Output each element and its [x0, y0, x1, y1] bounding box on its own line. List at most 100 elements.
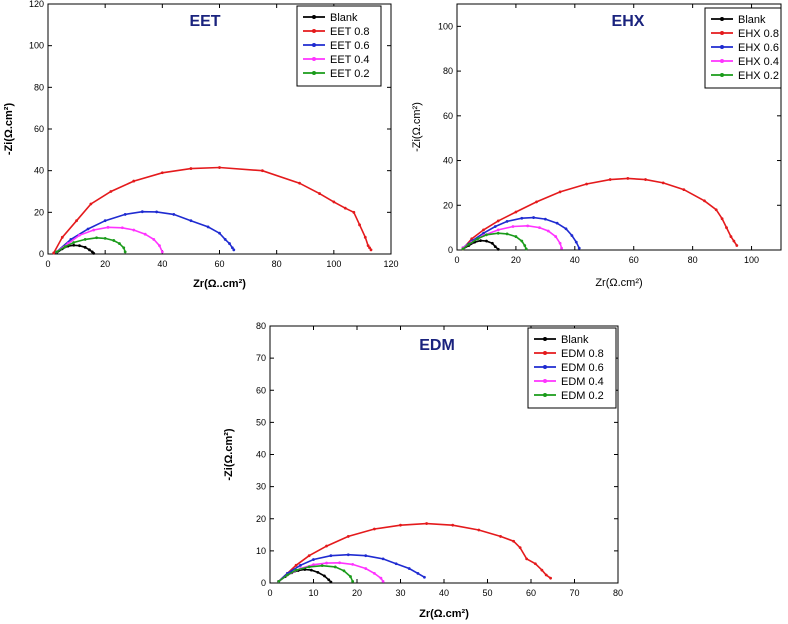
series-point — [327, 578, 331, 582]
series-point — [95, 236, 98, 240]
y-axis-label: -Zi(Ω.cm²) — [3, 103, 15, 156]
series-point — [714, 208, 718, 212]
series-point — [325, 544, 328, 548]
series-point — [206, 225, 210, 229]
series-point — [558, 190, 562, 194]
series-point — [555, 221, 559, 225]
series-line-2 — [278, 553, 425, 582]
legend-label: EET 0.8 — [330, 26, 370, 38]
series-point — [499, 535, 502, 538]
series-point — [312, 563, 315, 567]
series-point — [92, 251, 96, 255]
series-point — [338, 561, 341, 565]
x-tick-label: 80 — [688, 255, 698, 265]
series-point — [546, 229, 550, 233]
series-point — [318, 192, 321, 195]
series-point — [358, 223, 361, 227]
series-point — [140, 210, 144, 214]
x-tick-label: 0 — [454, 255, 459, 265]
y-tick-label: 80 — [34, 82, 44, 92]
series-point — [490, 241, 494, 245]
legend-label: EHX 0.6 — [738, 42, 779, 54]
series-point — [286, 573, 289, 577]
series-point — [520, 239, 524, 243]
series-point — [123, 250, 127, 254]
y-tick-label: 0 — [39, 249, 44, 259]
legend-marker — [312, 29, 316, 33]
series-point — [512, 539, 515, 543]
series-point — [322, 574, 326, 578]
series-point — [423, 575, 426, 579]
series-point — [514, 235, 518, 238]
series-point — [574, 240, 578, 244]
legend-marker — [720, 17, 724, 21]
edm-panel: 0 10 20 30 40 50 60 70 80 0 10 20 30 40 50 60 70 80 EDM Zr(… — [223, 321, 623, 620]
series-point — [549, 576, 552, 580]
series-point — [143, 232, 147, 236]
series-point — [366, 244, 370, 248]
y-tick-label: 40 — [256, 450, 266, 460]
series-point — [732, 239, 736, 243]
series-point — [399, 523, 402, 527]
series-point — [342, 569, 346, 573]
series-point — [277, 579, 281, 583]
legend-marker — [543, 351, 547, 355]
legend-label: EDM 0.2 — [561, 390, 604, 402]
series-point — [558, 241, 562, 245]
series-point — [496, 228, 500, 232]
series-point — [735, 244, 739, 247]
y-tick-label: 30 — [256, 482, 266, 492]
series-point — [332, 200, 336, 204]
series-point — [298, 181, 301, 185]
plot-frame — [456, 3, 782, 251]
series-point — [496, 247, 500, 251]
series-point — [152, 238, 156, 241]
series-point — [78, 244, 81, 248]
series-point — [132, 179, 136, 183]
panel-title: EET — [189, 13, 220, 30]
legend-marker — [720, 45, 724, 49]
series-point — [482, 228, 485, 232]
legend-marker — [312, 15, 316, 19]
ehx-panel: 0 20 40 60 80 100 0 20 40 60 80 100 EHX Zr(Ω.cm²) -Zi(… — [411, 3, 782, 289]
legend-marker — [312, 57, 316, 61]
series-line-4 — [462, 232, 527, 250]
series-point — [505, 232, 509, 236]
series-point — [118, 242, 121, 245]
series-point — [461, 247, 465, 251]
series-point — [364, 567, 368, 570]
series-point — [496, 231, 500, 235]
series-point — [60, 235, 64, 239]
series-point — [218, 231, 221, 235]
x-tick-label: 40 — [570, 255, 580, 265]
legend-label: EHX 0.8 — [738, 28, 779, 40]
series-point — [86, 227, 90, 231]
series-point — [309, 568, 313, 572]
x-tick-label: 0 — [267, 588, 272, 598]
series-point — [189, 167, 193, 170]
y-tick-label: 70 — [256, 353, 266, 363]
legend-marker — [312, 43, 316, 47]
series-point — [346, 535, 350, 538]
series-point — [55, 250, 58, 254]
y-tick-label: 100 — [29, 41, 44, 51]
series-point — [467, 243, 471, 246]
series-point — [729, 235, 733, 238]
series-point — [364, 554, 368, 558]
series-point — [585, 182, 588, 186]
series-point — [570, 234, 574, 237]
series-point — [477, 528, 481, 532]
series-point — [379, 576, 383, 580]
series-line-1 — [52, 166, 372, 254]
x-tick-label: 60 — [629, 255, 639, 265]
series-point — [228, 242, 231, 245]
series-point — [88, 248, 91, 252]
series-line-1 — [462, 177, 738, 250]
series-line-2 — [56, 210, 235, 253]
series-point — [416, 571, 420, 575]
series-point — [535, 200, 538, 204]
series-line-4 — [278, 564, 354, 583]
series-point — [312, 558, 315, 561]
series-point — [496, 219, 500, 223]
legend-label: Blank — [561, 334, 589, 346]
